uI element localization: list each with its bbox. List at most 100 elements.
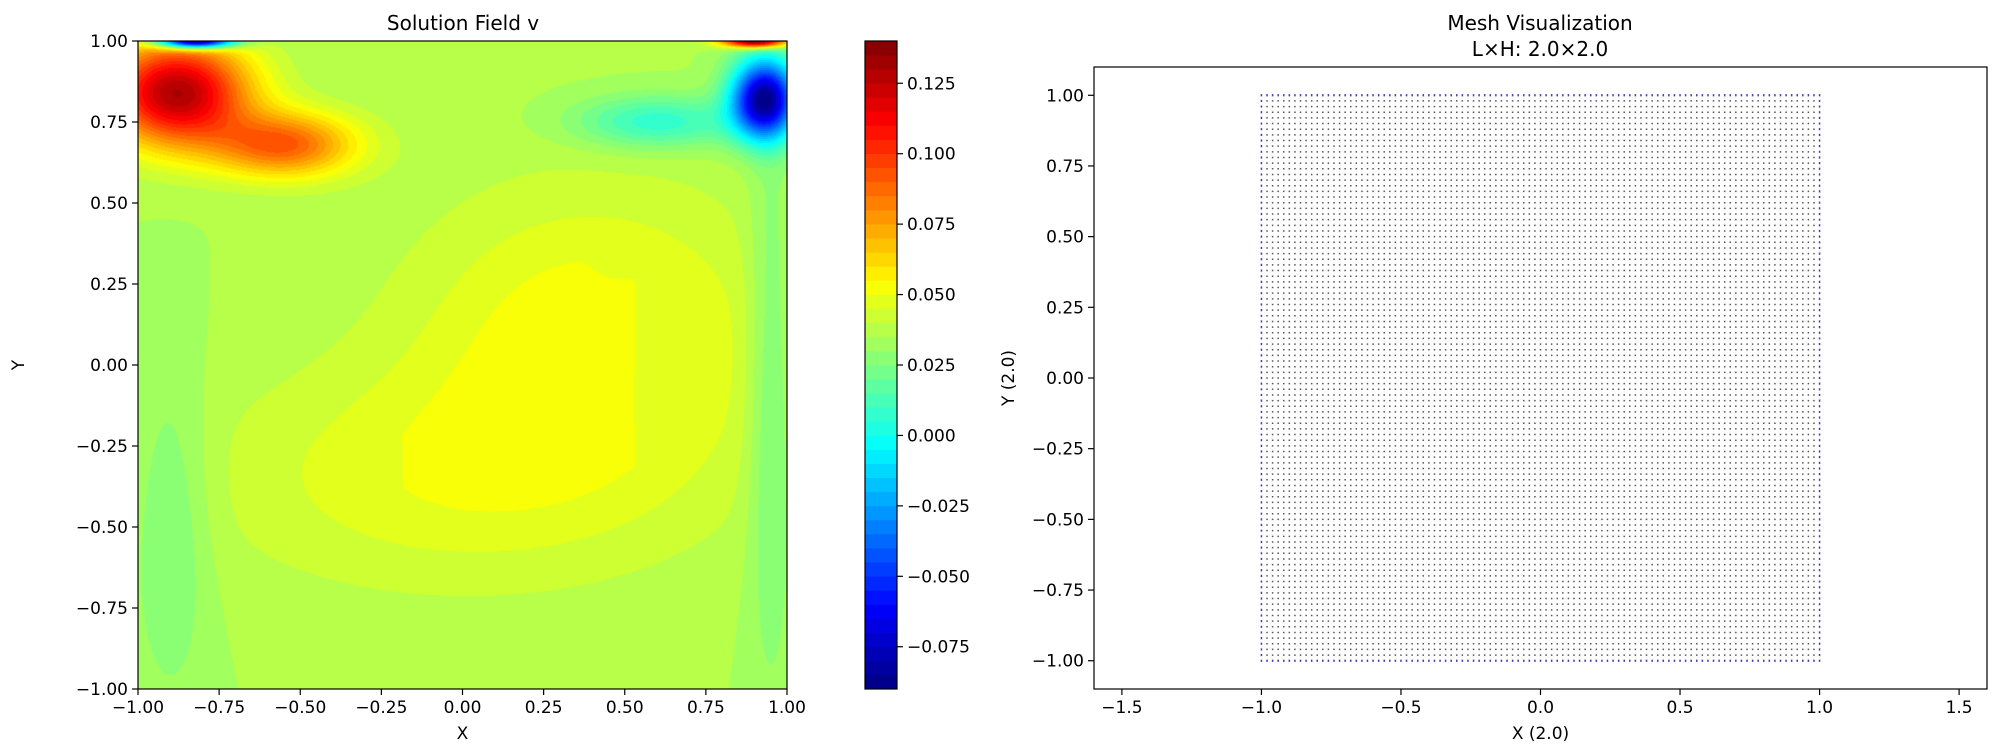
colorbar-band [865,350,897,366]
colorbar: −0.075 −0.050 −0.025 0.000 0.025 0.050 0.075 0.… [864,40,970,690]
mesh-y-axis-label: Y (2.0) [999,350,1019,407]
x-tick-label: 0.25 [525,698,563,718]
y-tick-label: 0.50 [1046,228,1084,248]
x-tick-label: 0.5 [1667,698,1694,718]
colorbar-band [865,153,897,169]
solution-field-y-axis-label: Y [9,359,29,371]
x-tick-label: −1.5 [1101,698,1142,718]
x-tick-label: 1.00 [768,698,806,718]
x-tick-label: 0.50 [606,698,644,718]
mesh-panel: Mesh Visualization L×H: 2.0×2.0 −1.5 −1.0… [999,11,1988,744]
x-tick-label: −0.5 [1380,698,1421,718]
mesh-y-axis: −1.00 −0.75 −0.50 −0.25 0.00 0.25 0.50 0.75 1.00 [1032,86,1094,672]
colorbar-band [865,674,897,690]
colorbar-band [865,519,897,535]
colorbar-axis: −0.075 −0.050 −0.025 0.000 0.025 0.050 0.075 0.… [897,74,970,658]
colorbar-band [865,82,897,98]
mesh-interior-nodes [1266,100,1815,656]
colorbar-band [865,618,897,633]
colorbar-band [865,477,897,493]
colorbar-band [865,392,897,408]
colorbar-band [865,547,897,563]
colorbar-band [865,449,897,464]
colorbar-tick-label: 0.025 [907,356,956,376]
colorbar-band [865,125,897,140]
x-tick-label: −0.75 [193,698,245,718]
y-tick-label: −0.25 [76,437,128,457]
colorbar-band [865,308,897,324]
x-tick-label: −1.00 [112,698,164,718]
colorbar-tick-label: −0.025 [907,497,970,517]
colorbar-bands [865,40,897,690]
colorbar-band [865,604,897,619]
y-tick-label: −0.75 [76,599,128,619]
colorbar-band [865,40,897,56]
colorbar-band [865,364,897,380]
colorbar-tick-label: −0.050 [907,567,970,587]
x-tick-label: 1.5 [1946,698,1973,718]
colorbar-band [865,294,897,309]
colorbar-tick-label: 0.050 [907,286,956,306]
colorbar-tick-label: −0.075 [907,638,970,658]
colorbar-band [865,97,897,112]
colorbar-band [865,421,897,436]
y-tick-label: 0.75 [1046,157,1084,177]
colorbar-band [865,181,897,197]
y-tick-label: −0.25 [1032,440,1084,460]
colorbar-band [865,378,897,394]
y-tick-label: 0.25 [90,275,128,295]
mesh-subtitle: L×H: 2.0×2.0 [1472,37,1608,61]
mesh-x-axis: −1.5 −1.0 −0.5 0.0 0.5 1.0 1.5 [1101,689,1973,718]
y-tick-label: 1.00 [90,32,128,52]
colorbar-band [865,632,897,648]
y-tick-label: 0.00 [90,356,128,376]
colorbar-band [865,590,897,605]
colorbar-band [865,209,897,225]
x-tick-label: 0.00 [444,698,482,718]
colorbar-band [865,491,897,507]
y-tick-label: −0.50 [1032,510,1084,530]
x-tick-label: 1.0 [1806,698,1833,718]
colorbar-band [865,576,897,591]
colorbar-band [865,533,897,549]
colorbar-band [865,646,897,662]
solution-field-y-axis: −1.00 −0.75 −0.50 −0.25 0.00 0.25 0.50 0.75 1.00 [76,32,138,700]
y-tick-label: 0.00 [1046,369,1084,389]
x-tick-label: 0.75 [687,698,725,718]
colorbar-tick-label: 0.100 [907,145,956,165]
solution-field-panel: Solution Field v −1.00 −0.75 −0.50 −0.25 0.0… [9,11,806,744]
colorbar-band [865,139,897,154]
colorbar-band [865,505,897,521]
colorbar-band [865,336,897,352]
mesh-x-axis-label: X (2.0) [1512,724,1569,744]
y-tick-label: −1.00 [1032,652,1084,672]
colorbar-band [865,252,897,267]
x-tick-label: −0.25 [355,698,407,718]
colorbar-band [865,561,897,577]
solution-field-title: Solution Field v [387,11,539,35]
solution-field-x-axis-label: X [457,724,469,744]
mesh-points [1260,94,1821,662]
colorbar-band [865,280,897,295]
x-tick-label: −0.50 [274,698,326,718]
mesh-title: Mesh Visualization [1447,11,1632,35]
colorbar-band [865,435,897,450]
y-tick-label: 1.00 [1046,86,1084,106]
y-tick-label: 0.75 [90,113,128,133]
y-tick-label: −0.75 [1032,581,1084,601]
colorbar-band [865,54,897,70]
solution-field-contour [138,41,787,689]
colorbar-band [865,660,897,676]
colorbar-band [865,68,897,84]
y-tick-label: −1.00 [76,680,128,700]
y-tick-label: 0.50 [90,194,128,214]
colorbar-band [865,463,897,478]
colorbar-tick-label: 0.000 [907,426,956,446]
colorbar-band [865,266,897,281]
colorbar-band [865,223,897,239]
colorbar-tick-label: 0.075 [907,215,956,235]
x-tick-label: 0.0 [1527,698,1554,718]
colorbar-band [865,406,897,422]
colorbar-band [865,322,897,338]
